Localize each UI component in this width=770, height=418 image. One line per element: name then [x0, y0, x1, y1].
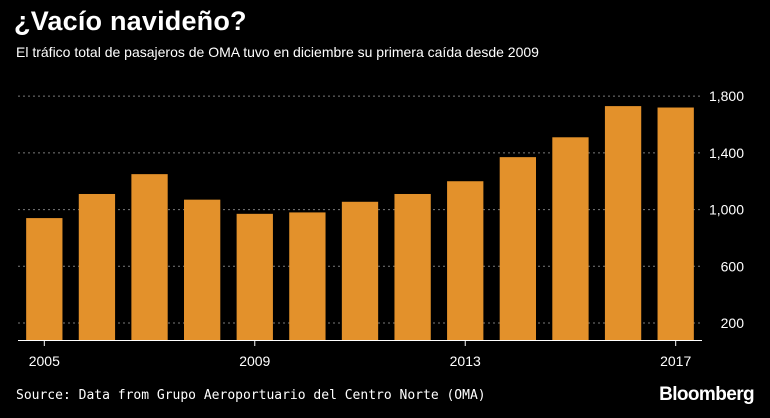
y-tick-label: 1,800: [709, 88, 744, 104]
source-note: Source: Data from Grupo Aeroportuario de…: [16, 388, 486, 403]
bar-2008: [184, 199, 221, 340]
bar-2015: [552, 137, 589, 340]
y-tick-label: 600: [721, 258, 745, 274]
bar-2017: [657, 107, 694, 341]
bar-2009: [236, 213, 273, 340]
bar-2007: [131, 174, 168, 340]
bloomberg-logo: Bloomberg: [659, 384, 754, 405]
y-tick-label: 200: [721, 315, 745, 331]
x-tick-label: 2017: [660, 353, 691, 369]
bar-2013: [447, 181, 484, 340]
bar-2011: [341, 201, 379, 340]
bar-2006: [78, 193, 116, 340]
bar-2005: [26, 218, 63, 340]
x-tick-label: 2009: [239, 353, 270, 369]
bar-2010: [289, 212, 326, 340]
y-tick-label: 1,400: [709, 145, 744, 161]
chart-title: ¿Vacío navideño?: [14, 6, 247, 36]
bar-2016: [604, 106, 642, 340]
x-tick-label: 2005: [29, 353, 60, 369]
chart-subtitle: El tráfico total de pasajeros de OMA tuv…: [16, 44, 539, 60]
x-tick-label: 2013: [450, 353, 481, 369]
y-tick-label: 1,000: [709, 202, 744, 218]
bar-2014: [499, 157, 536, 340]
bar-2012: [394, 193, 431, 340]
